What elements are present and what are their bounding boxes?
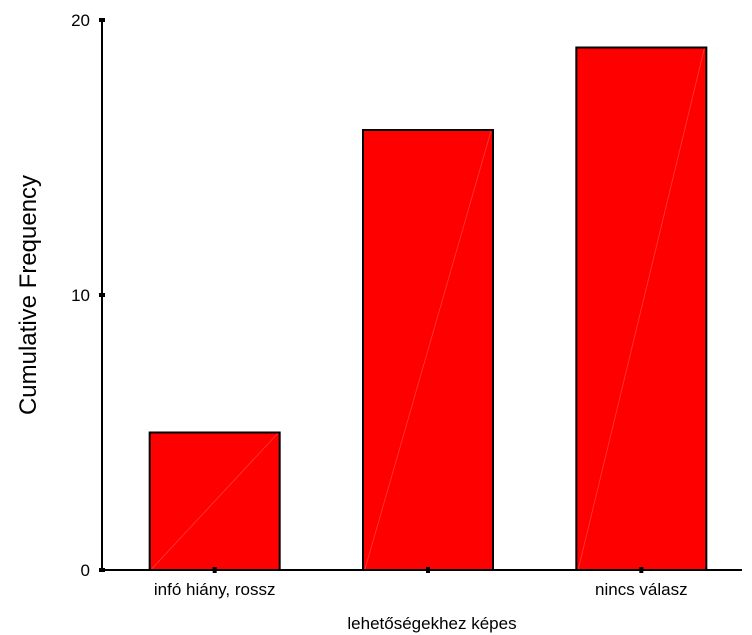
x-axis-ticks: infó hiány, rossz nincs válasz xyxy=(154,567,688,599)
y-axis-ticks: 0 10 20 xyxy=(71,11,105,580)
x-tick-label: infó hiány, rossz xyxy=(154,580,276,599)
bar-shading-line xyxy=(577,48,705,570)
x-axis-title: lehetőségekhez képes xyxy=(347,614,516,633)
y-axis-title: Cumulative Frequency xyxy=(15,175,42,415)
y-tick-label: 20 xyxy=(71,11,90,30)
x-tick-label: nincs válasz xyxy=(595,580,688,599)
bars-group xyxy=(148,46,708,571)
bar-shading-line xyxy=(364,130,492,570)
y-tick-label: 10 xyxy=(71,286,90,305)
y-tick-label: 0 xyxy=(81,561,90,580)
bar-shading-line xyxy=(151,433,278,570)
